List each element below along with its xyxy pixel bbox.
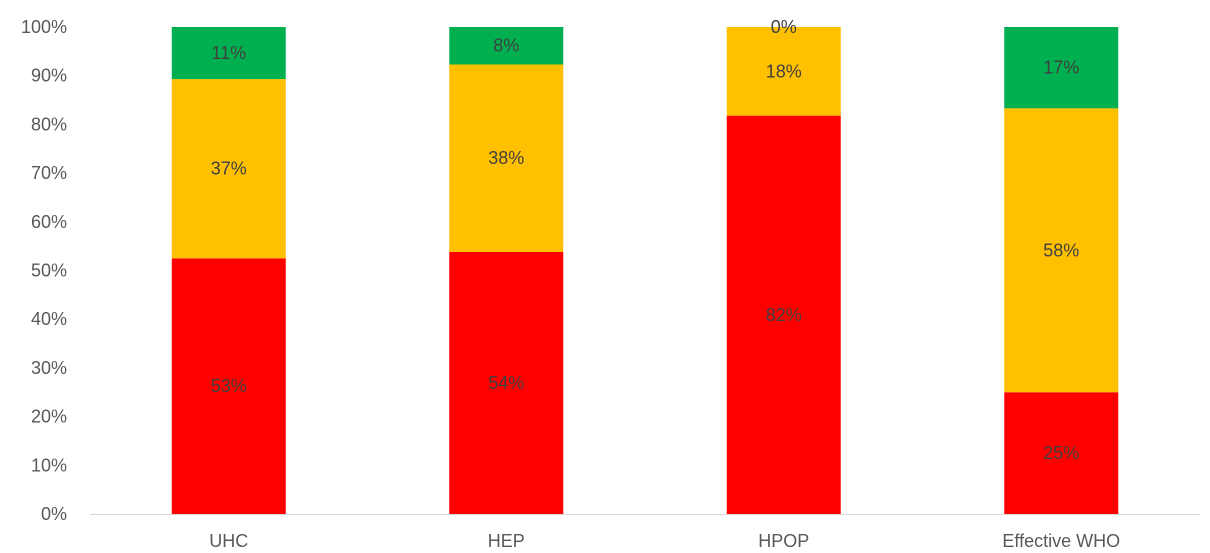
data-labels: 53% 37% 11% 54% 38% 8% 82% 18% 0% 25% 58% 17% bbox=[211, 17, 1080, 463]
y-tick-label: 50% bbox=[31, 261, 67, 281]
bar-segment bbox=[171, 27, 286, 80]
y-tick-label: 60% bbox=[31, 212, 67, 232]
x-axis-categories: UHC HEP HPOP Effective WHO bbox=[209, 531, 1120, 551]
bar-segment bbox=[171, 79, 286, 259]
y-tick-label: 90% bbox=[31, 66, 67, 86]
bar-segment bbox=[449, 27, 564, 65]
y-tick-label: 40% bbox=[31, 309, 67, 329]
data-label: 18% bbox=[766, 61, 802, 81]
bar-segment bbox=[726, 27, 841, 116]
data-label: 82% bbox=[766, 305, 802, 325]
y-tick-label: 0% bbox=[41, 504, 67, 524]
y-axis-ticks: 0% 10% 20% 30% 40% 50% 60% 70% 80% 90% 100% bbox=[21, 17, 67, 524]
data-label: 54% bbox=[488, 373, 524, 393]
y-tick-label: 30% bbox=[31, 358, 67, 378]
y-tick-label: 80% bbox=[31, 114, 67, 134]
y-tick-label: 70% bbox=[31, 163, 67, 183]
data-label: 58% bbox=[1043, 240, 1079, 260]
data-label: 11% bbox=[211, 43, 246, 63]
y-tick-label: 100% bbox=[21, 17, 67, 37]
bar-segment bbox=[1004, 27, 1119, 109]
bar-segment bbox=[1004, 108, 1119, 393]
x-category-label: HPOP bbox=[758, 531, 809, 551]
data-label: 0% bbox=[771, 17, 797, 37]
bar-segment bbox=[726, 115, 841, 514]
data-label: 37% bbox=[211, 159, 247, 179]
data-label: 38% bbox=[488, 148, 524, 168]
y-tick-label: 10% bbox=[31, 455, 67, 475]
bar-segment bbox=[449, 251, 564, 514]
data-label: 17% bbox=[1043, 58, 1079, 78]
y-tick-label: 20% bbox=[31, 407, 67, 427]
x-category-label: HEP bbox=[488, 531, 525, 551]
x-category-label: UHC bbox=[209, 531, 248, 551]
bar-group bbox=[171, 27, 1119, 514]
data-label: 8% bbox=[493, 36, 519, 56]
bar-segment bbox=[171, 258, 286, 514]
x-category-label: Effective WHO bbox=[1002, 531, 1120, 551]
bar-segment bbox=[1004, 392, 1119, 514]
data-label: 25% bbox=[1043, 443, 1079, 463]
bar-segment bbox=[449, 64, 564, 252]
data-label: 53% bbox=[211, 376, 247, 396]
